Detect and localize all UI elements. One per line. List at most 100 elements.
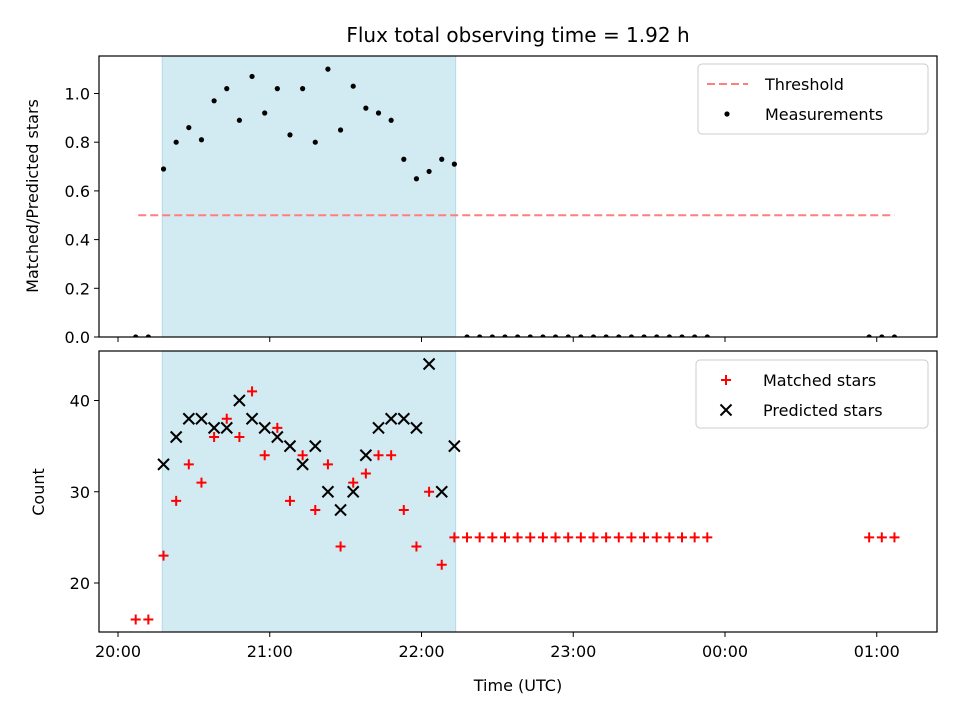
measurement-point — [477, 334, 483, 337]
measurement-point — [312, 139, 318, 145]
x-tick-label: 01:00 — [854, 642, 900, 661]
top-y-axis-label: Matched/Predicted stars — [23, 99, 42, 293]
matched-star-point — [550, 532, 561, 543]
matched-star-point — [234, 432, 245, 442]
predicted-star-point — [397, 412, 411, 425]
x-tick-label: 20:00 — [95, 642, 141, 661]
measurement-point — [236, 117, 242, 123]
legend-measurements-swatch — [724, 111, 730, 117]
matched-star-point — [221, 413, 232, 424]
predicted-star-point — [207, 421, 221, 435]
predicted-star-point — [384, 412, 398, 425]
predicted-star-point — [157, 458, 170, 471]
x-tick-label: 22:00 — [398, 642, 444, 661]
bottom-legend-box — [695, 359, 929, 429]
measurement-point — [616, 334, 622, 337]
matched-star-point — [398, 505, 409, 515]
measurement-point — [186, 124, 192, 131]
matched-star-point — [689, 532, 700, 543]
measurement-point — [552, 334, 559, 337]
matched-star-point — [601, 532, 612, 543]
matched-star-point — [626, 532, 637, 543]
top-y-tick-label: 0.6 — [65, 182, 90, 201]
measurement-point — [388, 117, 394, 123]
predicted-star-point — [233, 394, 246, 407]
measurement-point — [565, 334, 571, 337]
predicted-star-point — [321, 485, 335, 498]
top-y-tick-label: 0.0 — [65, 328, 90, 347]
matched-star-point — [373, 450, 384, 461]
predicted-star-point — [283, 439, 297, 453]
measurement-point — [679, 334, 685, 337]
matched-star-point — [677, 532, 688, 543]
top-y-tick-label: 0.4 — [65, 231, 90, 250]
measurement-point — [350, 83, 356, 89]
matched-star-point — [487, 532, 498, 543]
predicted-star-point — [245, 412, 259, 425]
measurement-point — [401, 156, 407, 162]
top-y-tick-label: 0.8 — [65, 133, 90, 152]
measurement-point — [603, 334, 609, 337]
predicted-star-point — [347, 485, 360, 498]
predicted-star-point — [220, 421, 233, 435]
top-legend-box — [697, 63, 929, 135]
matched-star-point — [474, 532, 485, 543]
legend-predicted-swatch — [719, 403, 733, 417]
measurement-point — [224, 86, 230, 92]
measurement-point — [891, 334, 898, 337]
predicted-star-point — [296, 458, 309, 471]
matched-star-point — [876, 532, 887, 543]
predicted-stars-series — [157, 357, 461, 517]
measurement-point — [211, 98, 217, 104]
measurement-point — [426, 168, 432, 175]
matched-star-point — [449, 532, 460, 543]
matched-star-point — [424, 486, 435, 497]
matched-star-point — [864, 532, 875, 543]
matched-star-point — [158, 550, 169, 561]
measurement-point — [464, 334, 470, 337]
x-tick-label: 00:00 — [702, 642, 748, 661]
measurement-point — [692, 334, 698, 337]
predicted-star-point — [422, 357, 436, 371]
measurement-point — [439, 156, 445, 162]
measurement-point — [325, 66, 331, 72]
matched-star-point — [259, 450, 270, 461]
predicted-star-point — [334, 503, 347, 517]
matched-star-point — [183, 459, 194, 470]
measurement-point — [249, 73, 255, 80]
matched-star-point — [889, 532, 900, 543]
matched-star-point — [575, 532, 586, 543]
measurement-point — [641, 334, 647, 337]
x-tick-label: 21:00 — [247, 642, 293, 661]
measurement-point — [363, 105, 369, 111]
measurement-point — [704, 334, 710, 337]
measurement-point — [578, 334, 584, 337]
matched-star-point — [335, 541, 346, 552]
measurement-point — [451, 161, 457, 167]
predicted-star-point — [359, 449, 373, 462]
measurement-point — [866, 334, 872, 337]
measurement-point — [540, 334, 546, 337]
matched-star-point — [284, 495, 295, 506]
measurement-point — [262, 110, 268, 116]
matched-star-point — [171, 495, 182, 506]
matched-star-point — [348, 477, 359, 488]
measurement-point — [489, 334, 495, 337]
matched-star-point — [386, 450, 397, 461]
matched-star-point — [512, 532, 523, 543]
bottom-y-axis-label: Count — [29, 468, 48, 516]
matched-star-point — [310, 505, 321, 515]
top-panel: 0.0 0.2 0.4 0.6 0.8 1.0 Threshold Measurements — [65, 55, 938, 347]
matched-star-point — [322, 459, 333, 470]
predicted-star-point — [410, 421, 423, 435]
predicted-star-point — [435, 485, 448, 498]
matched-star-point — [436, 559, 447, 570]
legend-measurements-label: Measurements — [765, 105, 883, 124]
x-axis: 20:00 21:00 22:00 23:00 00:00 01:00 — [95, 337, 900, 661]
bottom-y-tick-label: 40 — [70, 392, 90, 411]
bottom-panel: 20 30 40 Matched stars Predicted stars — [70, 350, 938, 633]
measurement-point — [515, 334, 521, 337]
measurement-point — [628, 334, 635, 337]
measurement-point — [337, 127, 344, 133]
